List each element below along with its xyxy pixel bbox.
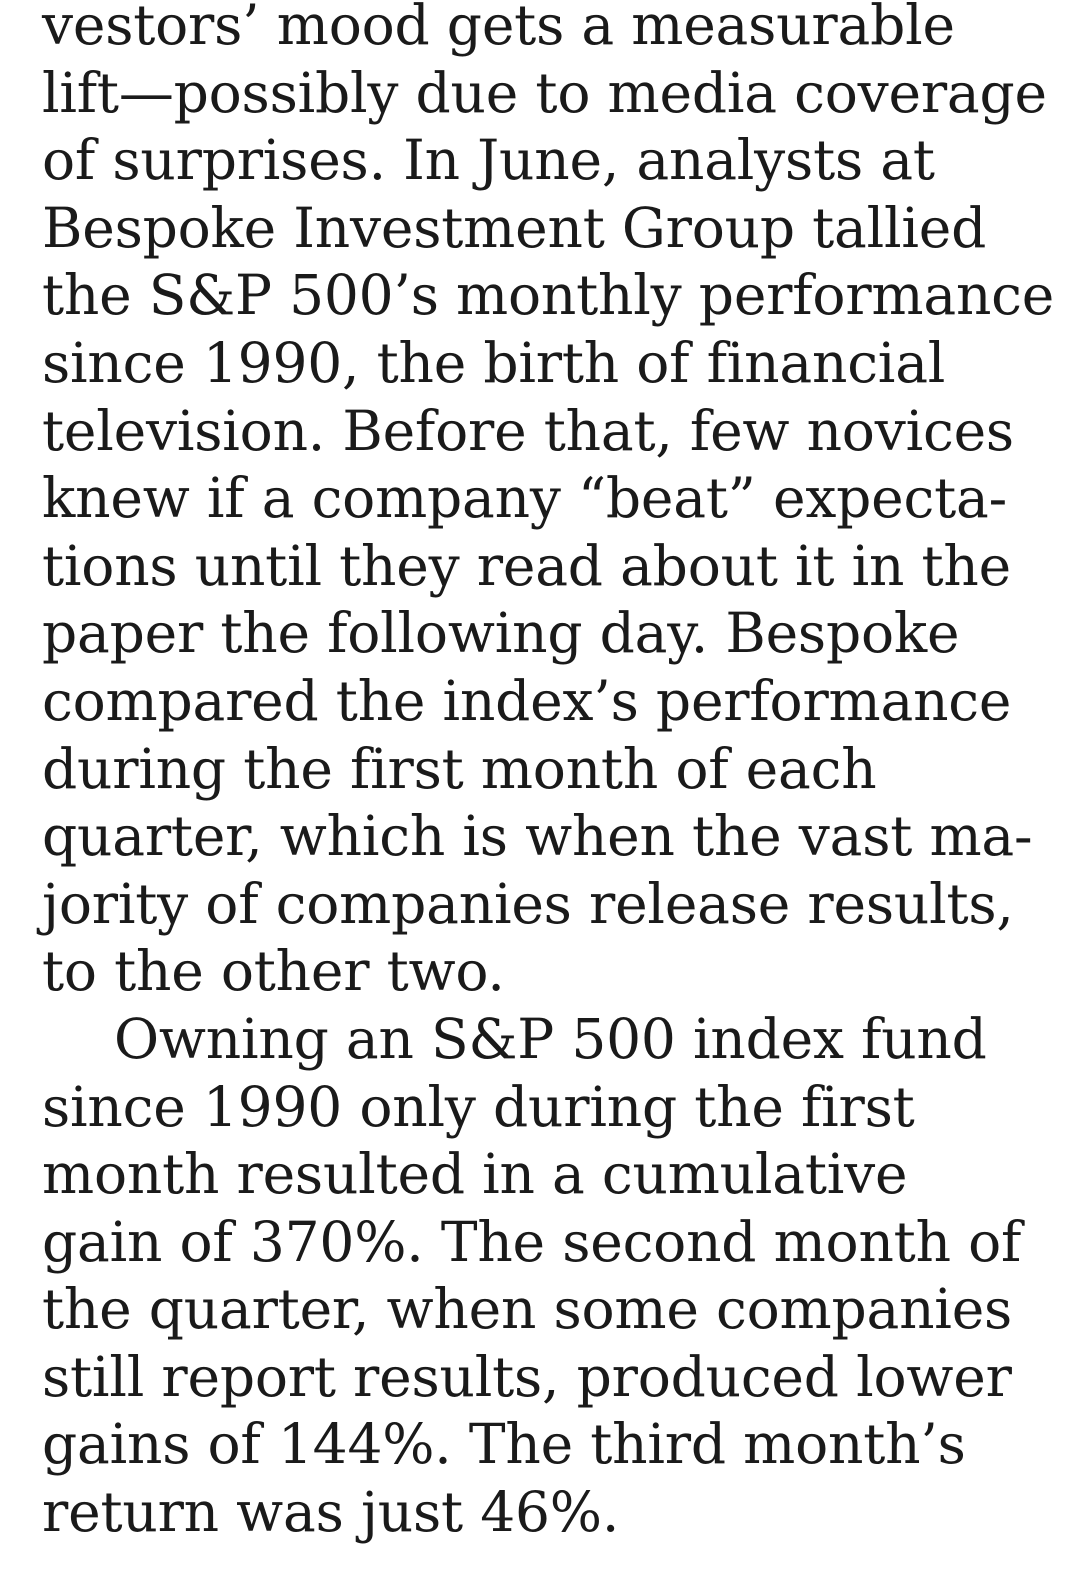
text-line: return was just 46%.	[42, 1480, 620, 1545]
text-line: the quarter, when some companies	[42, 1277, 1013, 1342]
text-line: since 1990, the birth of financial	[42, 330, 946, 395]
text-line: compared the index’s performance	[42, 668, 1012, 733]
text-line: quarter, which is when the vast ma-	[42, 804, 1033, 869]
text-line: Bespoke Investment Group tallied	[42, 195, 987, 260]
text-line: tions until they read about it in the	[42, 533, 1011, 598]
text-line: jority of companies release results,	[42, 871, 1014, 936]
text-line: of surprises. In June, analysts at	[42, 128, 935, 193]
text-line: since 1990 only during the first	[42, 1074, 915, 1139]
paragraph-2: Owning an S&P 500 index fund since 1990 …	[42, 1006, 1062, 1547]
text-line: gains of 144%. The third month’s	[42, 1412, 966, 1477]
text-line: knew if a company “beat” expecta-	[42, 466, 1007, 531]
text-line: the S&P 500’s monthly performance	[42, 263, 1055, 328]
text-line: Owning an S&P 500 index fund	[114, 1006, 987, 1071]
text-line: television. Before that, few novices	[42, 398, 1014, 463]
text-line: to the other two.	[42, 939, 505, 1004]
text-line: vestors’ mood gets a measurable	[42, 0, 955, 57]
paragraph-1: vestors’ mood gets a measurable lift—pos…	[42, 0, 1062, 1006]
text-line: during the first month of each	[42, 736, 877, 801]
text-line: paper the following day. Bespoke	[42, 601, 960, 666]
text-line: still report results, produced lower	[42, 1344, 1012, 1409]
text-line: gain of 370%. The second month of	[42, 1209, 1022, 1274]
text-line: month resulted in a cumulative	[42, 1142, 908, 1207]
article-body: vestors’ mood gets a measurable lift—pos…	[42, 0, 1062, 1547]
text-line: lift—possibly due to media coverage	[42, 60, 1047, 125]
